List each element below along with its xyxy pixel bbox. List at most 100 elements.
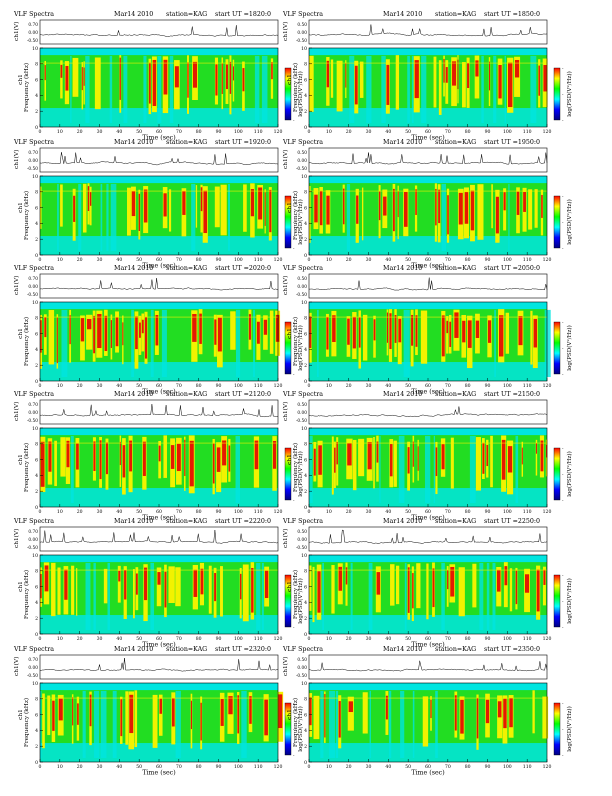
x-axis-label: Time (sec) [142, 389, 175, 396]
y-tick-label: 6 [35, 77, 38, 83]
y-tick-label: 0 [304, 632, 307, 638]
x-tick-label: 30 [97, 764, 103, 770]
spectrogram-cell [176, 443, 181, 472]
spectrogram-cell [103, 568, 108, 604]
x-tick-label: 30 [97, 257, 103, 263]
spectrogram-cell [472, 563, 477, 608]
spectrogram-cell [200, 568, 204, 595]
spectrogram-cell [174, 66, 179, 88]
spectrogram-cell [93, 441, 96, 472]
spectrogram-cell [278, 694, 283, 729]
x-tick-label: 30 [366, 636, 372, 642]
spectrogram-band-high [309, 428, 547, 436]
spectrogram-cell [386, 312, 389, 343]
x-tick-label: 70 [445, 383, 451, 389]
panel-date: Mar14 2010 [383, 265, 422, 272]
y-tick-label: 0 [35, 125, 38, 131]
panel-date: Mar14 2010 [383, 139, 422, 146]
y-tick-label: 8 [304, 442, 307, 448]
spectrogram-cell [458, 192, 463, 225]
y-axis-label: Frequency (kHz) [292, 698, 299, 747]
x-tick-label: 40 [385, 257, 391, 263]
x-tick-label: 0 [308, 383, 311, 389]
x-tick-label: 20 [77, 764, 83, 770]
spectrogram-cell [460, 699, 464, 734]
spectrogram-cell [229, 61, 232, 94]
x-tick-label: 60 [425, 383, 431, 389]
colorbar-label: log(PSD(V²/Hz)) [566, 199, 573, 245]
x-axis-label: Time (sec) [411, 389, 444, 396]
colorbar [553, 195, 561, 249]
spectrogram-cell [48, 310, 55, 365]
x-tick-label: 80 [196, 636, 202, 642]
x-tick-label: 110 [254, 257, 263, 263]
waveform-tick-label: -0.50 [296, 39, 307, 44]
x-tick-label: 100 [234, 764, 243, 770]
panel-start-time: start UT =2350:0 [484, 646, 540, 653]
spectrogram-cell [203, 190, 208, 234]
spectrogram-cell [254, 55, 260, 124]
x-axis-label: Time (sec) [142, 515, 175, 522]
colorbar-tick-label: - [562, 247, 564, 252]
y-tick-label: 10 [301, 681, 307, 687]
spectrogram-cell [347, 696, 354, 731]
waveform-tick-label: -0.50 [296, 546, 307, 551]
y-tick-label: 2 [304, 363, 307, 369]
spectrogram-cell [363, 314, 368, 361]
y-tick-label: 0 [35, 253, 38, 259]
y-axis-label: Frequency (kHz) [23, 191, 30, 240]
x-tick-label: 110 [254, 129, 263, 135]
y-tick-label: 6 [35, 331, 38, 337]
y-tick-label: 10 [32, 553, 38, 559]
x-tick-label: 10 [57, 257, 63, 263]
spectrogram-cell [256, 321, 260, 344]
waveform-tick-label: 0.50 [297, 277, 307, 282]
spectrogram-cell [100, 183, 103, 252]
spectrogram-cell [348, 701, 353, 713]
y-tick-label: 6 [35, 712, 38, 718]
spectrogram-cell [134, 690, 138, 748]
x-tick-label: 30 [97, 383, 103, 389]
spectrogram-cell [338, 566, 343, 591]
x-tick-label: 40 [116, 764, 122, 770]
spectrogram-cell [508, 183, 510, 252]
spectrogram-cell [163, 435, 167, 478]
panel: VLF Spectra Mar14 2010 station=KAG start UT… [282, 391, 573, 522]
spectrogram-cell [435, 447, 438, 477]
waveform-frame [308, 399, 548, 425]
spectrogram-cell [540, 440, 544, 472]
channel-label: ch1 [287, 709, 293, 720]
spectrogram-ridge [40, 569, 278, 571]
panel-start-time: start UT =1820:0 [215, 11, 271, 18]
panel: VLF Spectra Mar14 2010 station=KAG start UT… [13, 518, 304, 649]
spectrogram-cell [243, 184, 247, 232]
colorbar [284, 574, 292, 628]
spectrogram-cell [414, 60, 419, 99]
x-tick-label: 100 [234, 509, 243, 515]
spectrogram-cell [485, 699, 490, 724]
spectrogram-cell [232, 66, 234, 81]
spectrogram-cell [435, 690, 438, 759]
spectrogram-cell [78, 183, 82, 252]
spectrogram-cell [536, 569, 540, 612]
spectrogram [309, 48, 548, 127]
spectrogram-cell [514, 60, 520, 78]
waveform-ylabel: ch1(V) [13, 402, 20, 421]
spectrogram-cell [509, 568, 513, 612]
panel-title: VLF Spectra [13, 265, 54, 272]
x-tick-label: 30 [366, 257, 372, 263]
x-tick-label: 80 [465, 383, 471, 389]
x-tick-label: 50 [136, 257, 142, 263]
spectrogram-cell [543, 569, 546, 585]
spectrogram-cell [235, 435, 241, 504]
spectrogram-cell [40, 441, 45, 487]
y-tick-label: 8 [35, 190, 38, 196]
spectrogram-cell [492, 562, 496, 631]
waveform-tick-label: 0.00 [28, 159, 38, 164]
spectrogram-cell [216, 447, 221, 472]
spectrogram-cell [515, 435, 519, 504]
spectrogram-cell [110, 183, 117, 252]
channel-label: ch1 [18, 328, 24, 339]
spectrogram-cell [445, 67, 448, 83]
spectrogram-cell [347, 443, 352, 466]
